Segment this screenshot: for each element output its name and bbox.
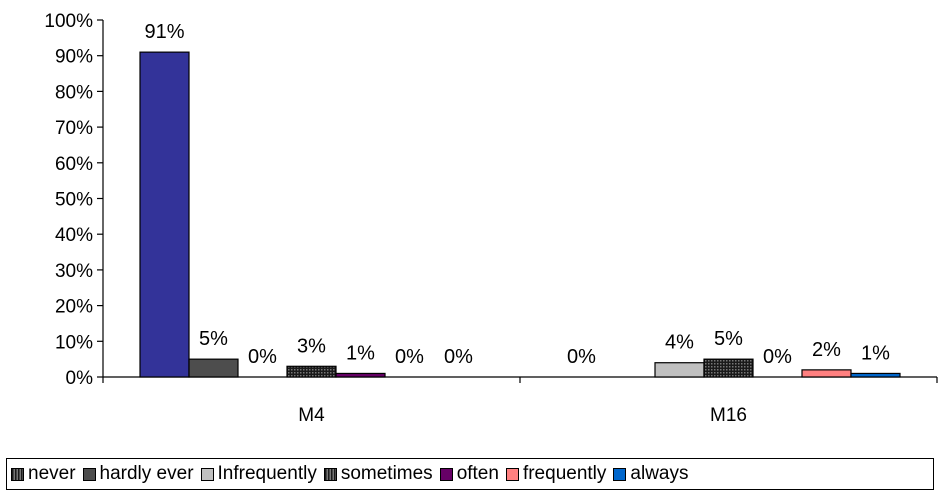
legend-swatch [323, 467, 337, 481]
legend-label: always [630, 463, 689, 484]
y-tick-label: 0% [66, 368, 94, 389]
data-label: 3% [297, 335, 326, 357]
legend-item: sometimes [323, 463, 433, 485]
bar [139, 51, 190, 378]
y-tick-label: 90% [55, 47, 93, 68]
data-label: 0% [567, 346, 596, 368]
data-label: 4% [665, 332, 694, 354]
data-label: 1% [861, 342, 890, 364]
legend-item: often [439, 463, 499, 485]
legend-label: sometimes [340, 463, 433, 484]
legend-label: Infrequently [217, 463, 317, 484]
data-label: 1% [346, 342, 375, 364]
bar [801, 369, 852, 378]
bar [286, 365, 337, 378]
bar [335, 372, 386, 378]
legend-item: Infrequently [200, 463, 317, 485]
y-tick-label: 60% [55, 154, 93, 175]
y-tick-label: 40% [55, 225, 93, 246]
legend-swatch [200, 467, 214, 481]
legend-swatch [11, 467, 24, 481]
bar [703, 358, 754, 378]
data-label: 5% [199, 328, 228, 350]
y-tick-label: 100% [44, 11, 93, 32]
legend-label: frequently [522, 463, 607, 484]
legend-swatch [505, 467, 519, 481]
data-label: 0% [763, 346, 792, 368]
bar [654, 362, 705, 378]
legend-swatch [82, 467, 96, 481]
y-tick-label: 30% [55, 261, 93, 282]
legend-label: hardly ever [99, 463, 194, 484]
bar [850, 372, 901, 378]
chart-legend: never hardly ever Infrequently sometimes oft… [6, 458, 934, 490]
legend-label: often [456, 463, 499, 484]
y-tick-label: 70% [55, 118, 93, 139]
data-label: 0% [248, 346, 277, 368]
legend-item: frequently [505, 463, 607, 485]
legend-item: never [11, 463, 76, 485]
data-label: 0% [444, 346, 473, 368]
legend-swatch [613, 467, 627, 481]
y-tick-label: 10% [55, 332, 93, 353]
legend-label: never [28, 463, 76, 484]
legend-item: always [613, 463, 688, 485]
data-label: 0% [395, 346, 424, 368]
category-label: M16 [710, 405, 747, 426]
bar-chart: 0% 10% 20% 30% 40% 50% 60% 70% 80% 90% 100% M4 M16 9… [44, 11, 938, 426]
data-label: 91% [144, 21, 184, 43]
data-label: 2% [812, 339, 841, 361]
y-tick-label: 50% [55, 190, 93, 211]
legend-item: hardly ever [82, 463, 194, 485]
bar [188, 358, 239, 378]
y-tick-label: 20% [55, 297, 93, 318]
category-label: M4 [298, 405, 325, 426]
data-label: 5% [714, 328, 743, 350]
legend-swatch [439, 467, 453, 481]
y-tick-label: 80% [55, 82, 93, 103]
